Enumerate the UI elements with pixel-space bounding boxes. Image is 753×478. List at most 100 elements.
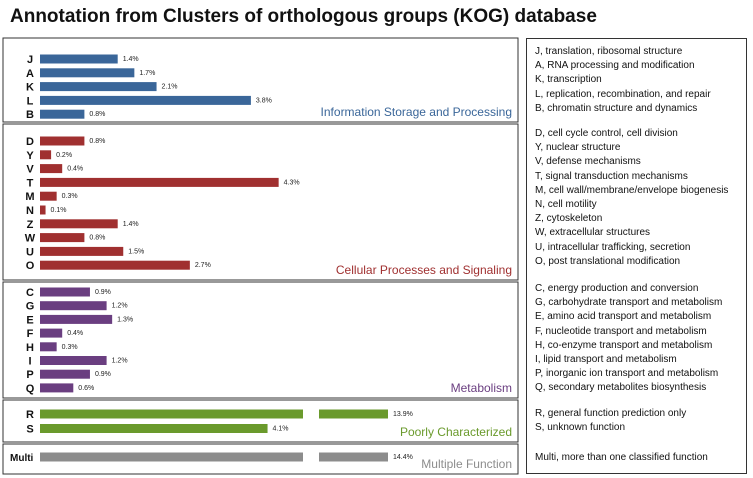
bar — [40, 424, 268, 433]
group-label: Metabolism — [451, 381, 512, 395]
category-label: J — [27, 54, 33, 66]
category-label: F — [27, 328, 34, 340]
bar — [40, 356, 107, 365]
bar — [40, 409, 303, 419]
group-label: Poorly Characterized — [400, 425, 512, 439]
category-label: W — [25, 233, 36, 245]
data-label: 0.9% — [95, 289, 111, 296]
data-label: 13.9% — [393, 411, 413, 418]
data-label: 0.3% — [62, 344, 78, 351]
bar — [40, 342, 57, 352]
legend-item: E, amino acid transport and metabolism — [535, 311, 712, 323]
category-label: U — [26, 246, 34, 258]
legend-item: Q, secondary metabolites biosynthesis — [535, 382, 707, 394]
bar — [40, 136, 85, 146]
data-label: 1.2% — [112, 303, 128, 310]
data-label: 1.3% — [117, 316, 133, 323]
bar — [40, 95, 251, 105]
legend-item: L, replication, recombination, and repai… — [535, 88, 711, 100]
chart-title: Annotation from Clusters of orthologous … — [10, 6, 597, 27]
bar — [40, 328, 63, 338]
legend-item: J, translation, ribosomal structure — [535, 46, 683, 57]
category-label: Multi — [10, 453, 34, 464]
category-label: Y — [26, 150, 34, 162]
data-label: 14.4% — [393, 454, 413, 461]
legend-item: F, nucleotide transport and metabolism — [535, 325, 707, 337]
group-label: Information Storage and Processing — [321, 105, 512, 119]
category-label: L — [27, 95, 34, 107]
legend-item: G, carbohydrate transport and metabolism — [535, 297, 723, 309]
data-label: 1.4% — [123, 56, 139, 63]
category-label: I — [28, 356, 31, 368]
bar — [40, 68, 135, 78]
legend-item: H, co-enzyme transport and metabolism — [535, 339, 713, 351]
data-label: 0.8% — [89, 138, 105, 145]
category-label: Z — [27, 219, 34, 231]
data-label: 1.5% — [128, 248, 144, 255]
legend-item: B, chromatin structure and dynamics — [535, 102, 698, 114]
data-label: 0.1% — [51, 207, 67, 214]
category-label: R — [26, 409, 34, 421]
bar — [40, 314, 113, 324]
data-label: 4.3% — [284, 179, 300, 186]
bar-segment — [319, 452, 388, 462]
data-label: 1.7% — [139, 70, 155, 77]
legend-item: Y, nuclear structure — [535, 142, 621, 154]
category-label: Q — [26, 383, 35, 395]
data-label: 1.4% — [123, 221, 139, 228]
category-label: A — [26, 68, 34, 80]
bar — [40, 109, 85, 119]
bar — [40, 452, 303, 462]
bar — [40, 233, 85, 243]
bar — [40, 177, 279, 187]
group-panel — [2, 123, 519, 281]
legend-item: Z, cytoskeleton — [535, 213, 603, 225]
data-label: 0.2% — [56, 152, 72, 159]
bar — [40, 54, 118, 64]
data-label: 0.4% — [67, 330, 83, 337]
category-label: P — [26, 369, 33, 381]
data-label: 0.6% — [78, 385, 94, 392]
legend-item: N, cell motility — [535, 199, 597, 210]
category-label: M — [25, 191, 34, 203]
legend-item: K, transcription — [535, 74, 602, 86]
legend-item: U, intracellular trafficking, secretion — [535, 241, 691, 253]
category-label: N — [26, 205, 34, 217]
bar — [40, 205, 46, 215]
legend-item: Multi, more than one classified function — [535, 452, 708, 463]
legend-item: D, cell cycle control, cell division — [535, 128, 678, 139]
legend-item: P, inorganic ion transport and metabolis… — [535, 368, 719, 380]
bar — [40, 191, 57, 201]
legend-item: W, extracellular structures — [535, 227, 651, 239]
bar — [40, 164, 63, 174]
group-label: Multiple Function — [421, 457, 512, 471]
legend-item: S, unknown function — [535, 422, 626, 434]
bar — [40, 246, 124, 256]
group-label: Cellular Processes and Signaling — [336, 263, 512, 277]
bar — [40, 301, 107, 311]
bar — [40, 219, 118, 229]
legend-item: A, RNA processing and modification — [535, 60, 695, 72]
data-label: 0.3% — [62, 193, 78, 200]
bar — [40, 82, 157, 92]
legend-item: M, cell wall/membrane/envelope biogenesi… — [535, 184, 729, 196]
data-label: 4.1% — [273, 426, 289, 433]
category-label: O — [26, 260, 35, 272]
group-panel — [2, 399, 519, 443]
group-panel — [2, 443, 519, 475]
category-label: E — [26, 314, 33, 326]
legend-item: R, general function prediction only — [535, 408, 687, 419]
legend-item: C, energy production and conversion — [535, 283, 699, 294]
category-label: S — [26, 424, 33, 436]
group-panel — [2, 37, 519, 123]
category-label: T — [27, 177, 34, 189]
legend-item: T, signal transduction mechanisms — [535, 170, 688, 182]
data-label: 2.1% — [162, 84, 178, 91]
category-label: K — [26, 82, 34, 94]
category-label: C — [26, 287, 34, 299]
category-label: H — [26, 342, 34, 354]
category-label: V — [26, 164, 34, 176]
category-label: G — [26, 301, 35, 313]
bar-segment — [319, 409, 388, 419]
legend-panel: J, translation, ribosomal structure A, RN… — [526, 38, 747, 474]
